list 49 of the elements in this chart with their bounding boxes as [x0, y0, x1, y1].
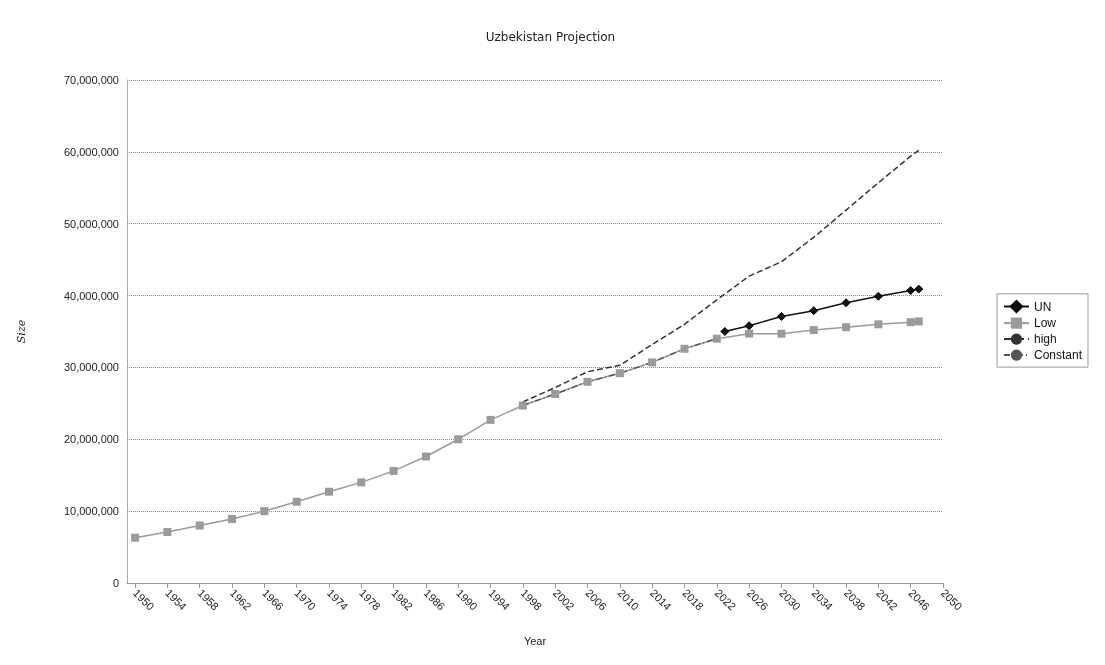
y-tick-label: 0 [112, 577, 119, 589]
point [776, 311, 786, 321]
point [809, 306, 819, 316]
point [228, 515, 237, 524]
point [914, 284, 924, 294]
y-tick-label: 30,000,000 [63, 361, 119, 374]
y-tick-label: 40,000,000 [63, 289, 119, 302]
point [841, 298, 851, 308]
point [712, 334, 721, 343]
y-axis-title: Size [15, 319, 28, 344]
y-tick-label: 70,000,000 [63, 74, 119, 86]
point [260, 507, 269, 516]
point [486, 415, 495, 424]
point [777, 329, 786, 338]
legend-label: UN [1033, 299, 1052, 314]
point [163, 527, 172, 536]
point [874, 320, 883, 329]
point [292, 497, 301, 506]
point [648, 358, 657, 367]
point [906, 286, 916, 296]
point [518, 401, 527, 410]
y-tick-label: 60,000,000 [63, 145, 119, 158]
point [720, 327, 730, 336]
point [680, 344, 689, 353]
point [914, 317, 923, 326]
point [357, 478, 366, 487]
legend-label: Low [1033, 316, 1057, 331]
point [744, 321, 754, 331]
point [583, 377, 592, 386]
point [842, 323, 851, 332]
point [421, 452, 430, 461]
legend-label: high [1033, 332, 1057, 347]
point [615, 369, 624, 378]
point [745, 329, 754, 338]
y-tick-label: 20,000,000 [63, 433, 119, 446]
point [389, 466, 398, 475]
point [131, 533, 140, 542]
point [195, 521, 204, 530]
x-axis-title: Year [523, 634, 547, 647]
point [324, 487, 333, 496]
point [906, 318, 915, 327]
point [551, 390, 560, 399]
legend-label: Constant [1033, 348, 1083, 363]
point [873, 291, 883, 301]
point [809, 326, 818, 335]
point [454, 435, 463, 444]
y-tick-label: 50,000,000 [63, 217, 119, 230]
chart-title: Uzbekistan Projection [485, 30, 616, 44]
y-tick-label: 10,000,000 [63, 505, 119, 518]
